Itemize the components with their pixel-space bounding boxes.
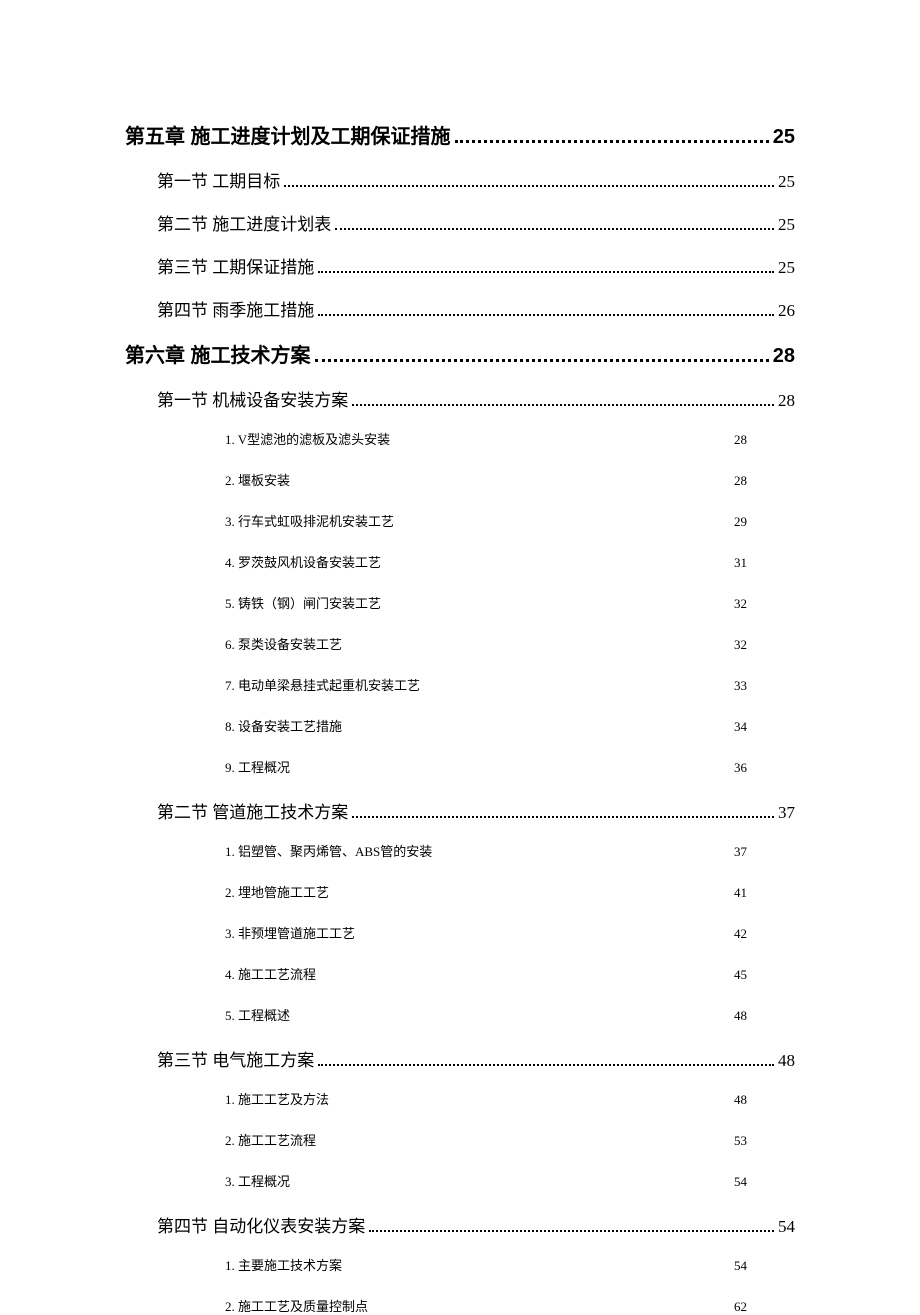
subsection-row: 1. 主要施工技术方案 54 — [125, 1255, 795, 1274]
dot-leader — [352, 816, 774, 818]
subsection-page: 28 — [717, 432, 747, 448]
subsection-page: 34 — [717, 719, 747, 735]
subsection-title: 5. 工程概述 — [225, 1005, 290, 1024]
section-title: 第三节 电气施工方案 — [157, 1046, 314, 1071]
subsection-row: 4. 施工工艺流程 45 — [125, 964, 795, 983]
subsection-title: 2. 施工工艺流程 — [225, 1130, 316, 1149]
dot-leader — [315, 359, 769, 362]
subsection-page: 28 — [717, 473, 747, 489]
subsection-row: 2. 堰板安装 28 — [125, 470, 795, 489]
subsection-title: 1. V型滤池的滤板及滤头安装 — [225, 429, 390, 448]
subsection-row: 5. 铸铁（钢）闸门安装工艺 32 — [125, 593, 795, 612]
subsection-title: 4. 施工工艺流程 — [225, 964, 316, 983]
section-title: 第一节 机械设备安装方案 — [157, 386, 348, 411]
section-title: 第二节 管道施工技术方案 — [157, 798, 348, 823]
subsection-row: 2. 埋地管施工工艺 41 — [125, 882, 795, 901]
subsection-title: 2. 施工工艺及质量控制点 — [225, 1296, 368, 1315]
subsection-row: 7. 电动单梁悬挂式起重机安装工艺 33 — [125, 675, 795, 694]
section-page: 26 — [778, 301, 795, 321]
subsection-title: 5. 铸铁（钢）闸门安装工艺 — [225, 593, 381, 612]
subsection-row: 4. 罗茨鼓风机设备安装工艺 31 — [125, 552, 795, 571]
subsection-row: 2. 施工工艺流程 53 — [125, 1130, 795, 1149]
subsection-page: 42 — [717, 926, 747, 942]
subsection-row: 5. 工程概述 48 — [125, 1005, 795, 1024]
subsection-row: 3. 行车式虹吸排泥机安装工艺 29 — [125, 511, 795, 530]
section-title: 第一节 工期目标 — [157, 167, 280, 192]
subsection-page: 32 — [717, 637, 747, 653]
chapter-heading: 第五章 施工进度计划及工期保证措施 25 — [125, 120, 795, 149]
section-page: 25 — [778, 172, 795, 192]
subsection-page: 32 — [717, 596, 747, 612]
dot-leader — [352, 404, 774, 406]
section-title: 第二节 施工进度计划表 — [157, 210, 331, 235]
chapter-title: 第六章 施工技术方案 — [125, 339, 311, 368]
table-of-contents: 第五章 施工进度计划及工期保证措施 25 第一节 工期目标 25 第二节 施工进… — [125, 120, 795, 1315]
subsection-title: 2. 埋地管施工工艺 — [225, 882, 329, 901]
section-heading: 第二节 管道施工技术方案 37 — [125, 798, 795, 823]
subsection-title: 9. 工程概况 — [225, 757, 290, 776]
subsection-page: 48 — [717, 1092, 747, 1108]
chapter-title: 第五章 施工进度计划及工期保证措施 — [125, 120, 451, 149]
dot-leader — [335, 228, 774, 230]
section-heading: 第二节 施工进度计划表 25 — [125, 210, 795, 235]
section-heading: 第四节 自动化仪表安装方案 54 — [125, 1212, 795, 1237]
subsection-page: 29 — [717, 514, 747, 530]
subsection-title: 1. 施工工艺及方法 — [225, 1089, 329, 1108]
subsection-title: 2. 堰板安装 — [225, 470, 290, 489]
dot-leader — [455, 140, 769, 143]
section-page: 37 — [778, 803, 795, 823]
subsection-title: 3. 行车式虹吸排泥机安装工艺 — [225, 511, 394, 530]
subsection-page: 41 — [717, 885, 747, 901]
dot-leader — [284, 185, 774, 187]
subsection-page: 53 — [717, 1133, 747, 1149]
section-title: 第三节 工期保证措施 — [157, 253, 314, 278]
section-heading: 第三节 电气施工方案 48 — [125, 1046, 795, 1071]
subsection-title: 4. 罗茨鼓风机设备安装工艺 — [225, 552, 381, 571]
subsection-page: 62 — [717, 1299, 747, 1315]
section-title: 第四节 自动化仪表安装方案 — [157, 1212, 365, 1237]
dot-leader — [369, 1230, 774, 1232]
section-heading: 第一节 机械设备安装方案 28 — [125, 386, 795, 411]
subsection-page: 33 — [717, 678, 747, 694]
chapter-page: 25 — [773, 126, 795, 149]
dot-leader — [318, 1064, 774, 1066]
subsection-page: 37 — [717, 844, 747, 860]
dot-leader — [318, 271, 774, 273]
subsection-title: 7. 电动单梁悬挂式起重机安装工艺 — [225, 675, 420, 694]
subsection-page: 45 — [717, 967, 747, 983]
subsection-page: 48 — [717, 1008, 747, 1024]
section-page: 28 — [778, 391, 795, 411]
section-heading: 第四节 雨季施工措施 26 — [125, 296, 795, 321]
subsection-row: 3. 工程概况 54 — [125, 1171, 795, 1190]
subsection-title: 8. 设备安装工艺措施 — [225, 716, 342, 735]
dot-leader — [318, 314, 774, 316]
subsection-title: 3. 工程概况 — [225, 1171, 290, 1190]
section-heading: 第一节 工期目标 25 — [125, 167, 795, 192]
subsection-title: 3. 非预埋管道施工工艺 — [225, 923, 355, 942]
subsection-row: 8. 设备安装工艺措施 34 — [125, 716, 795, 735]
section-page: 48 — [778, 1051, 795, 1071]
subsection-title: 1. 主要施工技术方案 — [225, 1255, 342, 1274]
subsection-page: 36 — [717, 760, 747, 776]
chapter-heading: 第六章 施工技术方案 28 — [125, 339, 795, 368]
subsection-page: 54 — [717, 1174, 747, 1190]
subsection-row: 1. V型滤池的滤板及滤头安装 28 — [125, 429, 795, 448]
section-heading: 第三节 工期保证措施 25 — [125, 253, 795, 278]
subsection-row: 3. 非预埋管道施工工艺 42 — [125, 923, 795, 942]
subsection-page: 54 — [717, 1258, 747, 1274]
subsection-row: 1. 铝塑管、聚丙烯管、ABS管的安装 37 — [125, 841, 795, 860]
chapter-page: 28 — [773, 345, 795, 368]
subsection-row: 6. 泵类设备安装工艺 32 — [125, 634, 795, 653]
subsection-page: 31 — [717, 555, 747, 571]
section-page: 25 — [778, 215, 795, 235]
subsection-row: 1. 施工工艺及方法 48 — [125, 1089, 795, 1108]
subsection-title: 6. 泵类设备安装工艺 — [225, 634, 342, 653]
subsection-title: 1. 铝塑管、聚丙烯管、ABS管的安装 — [225, 841, 432, 860]
subsection-row: 9. 工程概况 36 — [125, 757, 795, 776]
section-page: 25 — [778, 258, 795, 278]
section-title: 第四节 雨季施工措施 — [157, 296, 314, 321]
subsection-row: 2. 施工工艺及质量控制点 62 — [125, 1296, 795, 1315]
section-page: 54 — [778, 1217, 795, 1237]
